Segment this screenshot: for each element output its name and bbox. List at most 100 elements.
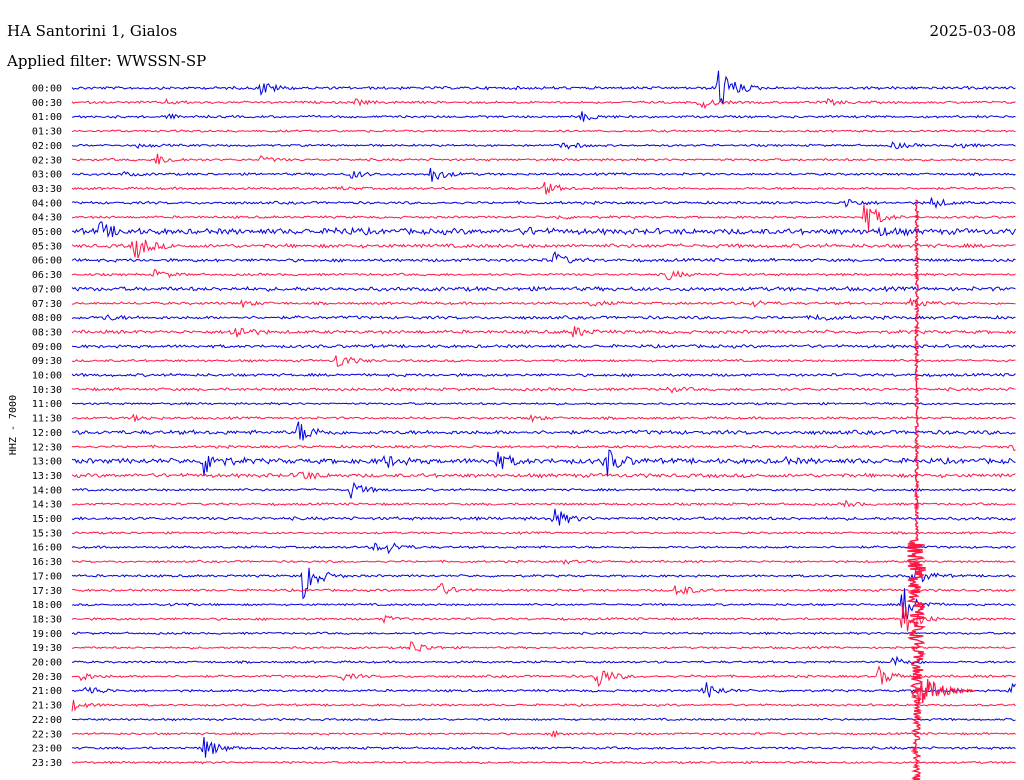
plot-date: 2025-03-08 [930,22,1016,40]
trace-row-1100 [71,401,1016,406]
trace-row-0100 [72,111,1016,122]
trace-row-0130 [71,129,1016,133]
trace-row-0600 [71,250,1016,264]
time-tick-label: 02:00 [32,141,62,152]
clipped-large-event-trace [905,199,927,780]
trace-row-1500 [71,508,1016,526]
time-tick-label: 15:30 [32,528,62,539]
time-tick-label: 14:00 [32,485,62,496]
trace-row-0030 [71,97,1016,110]
time-tick-label: 13:00 [32,457,62,468]
time-tick-label: 01:00 [32,112,62,123]
time-tick-label: 17:30 [32,586,62,597]
trace-row-1300 [71,449,1016,477]
filter-label: Applied filter: WWSSN-SP [6,52,206,70]
time-tick-label: 07:30 [32,299,62,310]
trace-row-1800 [71,588,1016,620]
trace-row-2330 [71,760,1016,765]
trace-row-0430 [71,204,1016,232]
trace-row-0400 [71,197,1016,210]
trace-row-0830 [71,326,1016,338]
trace-row-0900 [71,343,1016,349]
time-tick-label: 00:00 [32,84,62,95]
trace-row-2100 [71,682,1016,698]
time-tick-label: 11:30 [32,414,62,425]
time-tick-label: 22:00 [32,715,62,726]
trace-row-0300 [71,167,1016,182]
trace-row-1200 [71,421,1016,441]
trace-rows [71,70,1016,765]
trace-row-1930 [71,641,1016,653]
trace-row-1400 [71,481,1016,499]
time-tick-label: 10:30 [32,385,62,396]
trace-row-0200 [71,141,1016,150]
trace-row-1630 [71,559,1016,566]
time-tick-label: 16:30 [32,557,62,568]
station-title: HA Santorini 1, Gialos [7,22,177,40]
time-tick-label: 16:00 [32,543,62,554]
time-tick-label: 12:00 [32,428,62,439]
trace-row-1600 [71,542,1016,555]
time-tick-labels: 00:00 00:30 01:00 01:30 02:00 02:30 03:00 03:30… [32,84,62,769]
time-tick-label: 03:00 [32,170,62,181]
trace-row-1230 [71,444,1016,452]
trace-row-0730 [72,297,1016,309]
time-tick-label: 18:00 [32,600,62,611]
time-tick-label: 10:00 [32,371,62,382]
time-tick-label: 15:00 [32,514,62,525]
trace-row-1130 [71,413,1016,423]
time-tick-label: 21:00 [32,686,62,697]
time-tick-label: 06:30 [32,270,62,281]
trace-row-2230 [71,730,1016,738]
trace-row-1000 [71,372,1016,378]
time-tick-label: 00:30 [32,98,62,109]
trace-row-0800 [71,313,1016,321]
time-tick-label: 06:00 [32,256,62,267]
time-tick-label: 09:00 [32,342,62,353]
time-tick-label: 12:30 [32,442,62,453]
trace-row-1030 [71,386,1016,394]
time-tick-label: 20:00 [32,658,62,669]
time-tick-label: 23:30 [32,758,62,769]
trace-row-1330 [71,470,1016,481]
trace-row-0930 [71,355,1016,367]
time-tick-label: 08:00 [32,313,62,324]
time-tick-label: 14:30 [32,500,62,511]
channel-axis-label: HHZ - 7000 [8,395,19,455]
trace-row-0230 [71,153,1016,165]
time-tick-label: 23:00 [32,744,62,755]
time-tick-label: 04:00 [32,198,62,209]
trace-row-0700 [71,285,1016,293]
time-tick-label: 22:30 [32,729,62,740]
trace-row-1730 [71,583,1016,596]
trace-row-0630 [71,268,1016,281]
trace-row-2130 [71,699,1016,712]
trace-row-2200 [71,717,1016,722]
trace-row-1530 [71,530,1016,535]
trace-row-2000 [71,655,1016,667]
time-tick-label: 01:30 [32,127,62,138]
time-tick-label: 17:00 [32,571,62,582]
trace-row-0000 [71,70,1016,105]
time-tick-label: 21:30 [32,701,62,712]
time-tick-label: 19:00 [32,629,62,640]
time-tick-label: 05:00 [32,227,62,238]
trace-row-1900 [71,631,1016,636]
time-tick-label: 08:30 [32,327,62,338]
time-tick-label: 18:30 [32,614,62,625]
time-tick-label: 04:30 [32,213,62,224]
trace-row-1430 [71,499,1016,508]
time-tick-label: 09:30 [32,356,62,367]
large-earthquake-layer [905,199,976,780]
time-tick-label: 05:30 [32,241,62,252]
trace-row-0500 [71,221,1016,238]
trace-row-2300 [71,736,1016,758]
time-tick-label: 02:30 [32,155,62,166]
trace-row-0330 [71,181,1016,195]
time-tick-label: 13:30 [32,471,62,482]
time-tick-label: 19:30 [32,643,62,654]
time-tick-label: 03:30 [32,184,62,195]
time-tick-label: 20:30 [32,672,62,683]
trace-row-2030 [71,665,1016,688]
